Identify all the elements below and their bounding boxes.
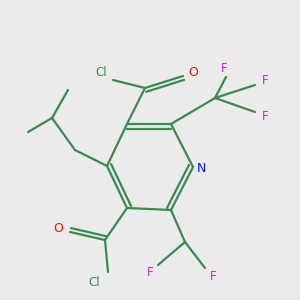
Text: F: F (221, 62, 227, 76)
Text: F: F (147, 266, 153, 280)
Text: O: O (53, 221, 63, 235)
Text: F: F (262, 110, 268, 122)
Text: N: N (196, 163, 206, 176)
Text: Cl: Cl (95, 65, 107, 79)
Text: F: F (210, 269, 216, 283)
Text: F: F (262, 74, 268, 88)
Text: O: O (188, 65, 198, 79)
Text: Cl: Cl (88, 275, 100, 289)
